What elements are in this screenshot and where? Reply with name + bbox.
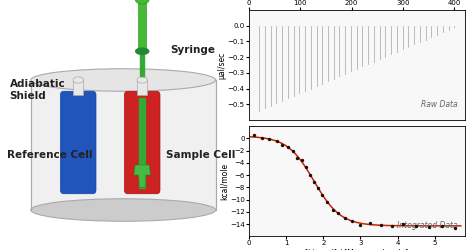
Point: [315, 186, 322, 190]
Point: [388, 224, 396, 228]
Point: [356, 223, 364, 227]
Point: [265, 137, 273, 141]
Point: [366, 221, 374, 225]
Ellipse shape: [31, 69, 216, 91]
FancyBboxPatch shape: [61, 91, 96, 194]
Point: [258, 136, 265, 140]
Ellipse shape: [137, 77, 147, 83]
Point: [289, 149, 297, 153]
Point: [293, 156, 301, 160]
Point: [438, 224, 446, 228]
Bar: [140, 51, 144, 76]
Ellipse shape: [31, 199, 216, 221]
Ellipse shape: [136, 48, 149, 54]
Point: [323, 200, 331, 203]
Y-axis label: kcal/mole: kcal/mole: [219, 163, 228, 200]
X-axis label: [Ligand] / [Macromolecule]: [Ligand] / [Macromolecule]: [305, 249, 408, 250]
Bar: [73, 80, 83, 95]
Point: [306, 174, 314, 178]
Point: [377, 223, 384, 227]
Text: Raw Data: Raw Data: [421, 100, 458, 109]
Text: Syringe: Syringe: [171, 45, 216, 55]
Text: Integrated Data: Integrated Data: [397, 221, 458, 230]
Text: Sample Cell: Sample Cell: [166, 150, 235, 160]
Bar: [139, 98, 145, 188]
Point: [425, 226, 433, 230]
Polygon shape: [134, 165, 151, 188]
Text: Adiabatic
Shield: Adiabatic Shield: [9, 79, 65, 101]
Point: [341, 216, 348, 220]
Point: [400, 222, 407, 226]
Point: [251, 133, 258, 137]
Ellipse shape: [136, 0, 149, 4]
Point: [284, 145, 292, 149]
Point: [302, 166, 310, 170]
Point: [298, 158, 305, 162]
Point: [329, 208, 337, 212]
Y-axis label: μal/sec: μal/sec: [217, 52, 226, 78]
Point: [319, 193, 326, 197]
Point: [451, 226, 459, 230]
Bar: [138, 1, 146, 51]
Point: [273, 139, 281, 143]
Point: [279, 142, 286, 146]
Ellipse shape: [73, 77, 83, 83]
FancyBboxPatch shape: [124, 91, 160, 194]
Bar: [137, 80, 147, 95]
Point: [334, 211, 342, 215]
Point: [348, 219, 356, 223]
Text: Reference Cell: Reference Cell: [7, 150, 92, 160]
Bar: [31, 80, 216, 210]
Point: [310, 180, 318, 184]
Point: [412, 224, 420, 228]
